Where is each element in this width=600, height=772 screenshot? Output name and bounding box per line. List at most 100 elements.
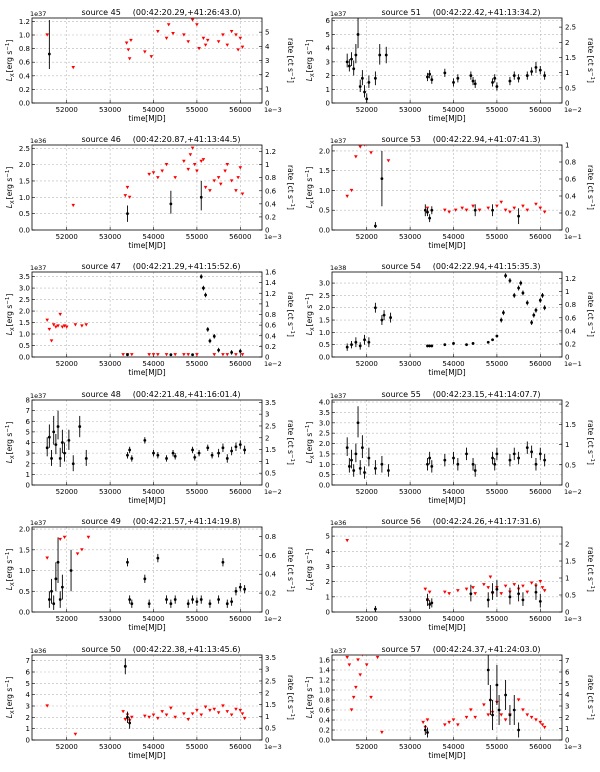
upper-limit-marker (234, 353, 238, 357)
upper-limit-marker (542, 589, 547, 593)
right-label-text: rate [ct s (586, 165, 595, 199)
detection-point (499, 318, 503, 322)
detection-point (471, 462, 475, 466)
right-label-end: ] (586, 717, 595, 720)
detection-point (128, 721, 132, 725)
data-layer (345, 539, 547, 612)
upper-limit-marker (486, 713, 491, 717)
detection-point (47, 598, 51, 601)
y-tick-label: 0.0 (19, 354, 30, 362)
source-name: source 51 (382, 8, 421, 17)
x-tick-label: 52000 (356, 615, 378, 623)
y-label-subscript: X (10, 455, 16, 459)
data-layer (45, 274, 245, 357)
detection-point (358, 85, 362, 88)
plot-frame (331, 271, 563, 358)
right-label-exponent: −1 (589, 199, 595, 207)
right-tick-label: 0.6 (565, 314, 577, 322)
upper-limit-marker (199, 159, 204, 163)
right-tick-label: 4 (565, 691, 570, 699)
detection-point (428, 603, 432, 606)
upper-limit-marker (540, 723, 545, 727)
y-label-subscript: X (10, 200, 16, 204)
upper-limit-marker (49, 339, 54, 343)
y-tick-label: 1.0 (19, 32, 30, 40)
x-tick-label: 54000 (142, 106, 164, 114)
right-tick-label: 2.5 (565, 24, 576, 32)
right-axis-label: rate [ct s−1] (586, 547, 595, 592)
data-layer (345, 655, 547, 738)
upper-limit-marker (156, 353, 160, 357)
y-tick-label: 3 (326, 58, 330, 66)
detection-point (354, 53, 358, 57)
right-exponent: 1e−3 (564, 743, 582, 751)
detection-point (126, 560, 129, 564)
y-tick-label: 0.0 (19, 227, 30, 235)
x-tick-label: 52000 (356, 488, 378, 496)
upper-limit-marker (503, 584, 508, 588)
upper-limit-marker (147, 715, 151, 719)
x-tick-label: 53000 (399, 233, 421, 241)
upper-limit-marker (358, 673, 363, 677)
detection-point (543, 306, 547, 310)
upper-limit-marker (195, 353, 199, 357)
right-tick-label: 2.5 (265, 422, 276, 430)
x-tick-label: 53000 (399, 743, 421, 751)
y-label-unit: [erg s (305, 305, 314, 327)
detection-point (352, 67, 356, 71)
chart-panel: 52000 53000 54000 55000 56000 0.0 0.5 1.0 1.5 2.0… (5, 517, 295, 632)
x-tick-label: 53000 (99, 743, 121, 751)
detection-point (373, 76, 377, 80)
upper-limit-marker (386, 159, 391, 163)
right-tick-label: 0.8 (265, 533, 276, 541)
upper-limit-marker (240, 192, 245, 196)
source-coords: (00:42:20.29,+41:26:43.0) (133, 8, 241, 17)
plot-frame (31, 144, 263, 231)
y-exponent: 1e37 (330, 137, 346, 145)
upper-limit-marker (121, 353, 125, 357)
right-tick-label: 3 (265, 666, 269, 674)
y-label-symbol: L (5, 204, 14, 208)
upper-limit-marker (208, 708, 212, 713)
y-tick-label: 0.6 (319, 707, 331, 715)
right-exponent: 1e−2 (564, 106, 582, 114)
x-axis-label: time[MJD] (128, 496, 165, 505)
upper-limit-marker (160, 710, 164, 714)
upper-limit-marker (169, 706, 173, 710)
upper-limit-marker (525, 208, 530, 212)
x-tick-label: 54000 (442, 615, 464, 623)
detection-point (128, 598, 132, 601)
right-tick-label: 0.5 (265, 725, 276, 733)
plot-frame (331, 399, 563, 486)
y-axis-label: LX[erg s−1] (305, 167, 316, 209)
right-label-text: rate [ct s (586, 675, 595, 709)
detection-point (471, 342, 475, 345)
upper-limit-marker (127, 57, 132, 61)
detection-point (517, 214, 521, 218)
y-axis-label: LX[erg s−1] (305, 549, 316, 591)
right-tick-label: 0.5 (565, 84, 576, 92)
detection-point (517, 76, 521, 80)
y-label-unit: [erg s (5, 305, 14, 327)
y-axis-label: LX[erg s−1] (5, 167, 16, 209)
right-label-text: rate [ct s (586, 38, 595, 72)
detection-point (430, 464, 434, 468)
detection-point (123, 664, 127, 668)
detection-point (126, 353, 129, 357)
y-label-unit: [erg s (305, 433, 314, 455)
y-tick-label: 4.0 (319, 399, 330, 407)
upper-limit-marker (190, 18, 195, 22)
y-tick-label: 0.4 (19, 72, 31, 80)
detection-point (443, 458, 447, 462)
detection-point (156, 556, 160, 560)
right-label-end: ] (286, 462, 295, 465)
y-label-unit-end: ] (5, 422, 14, 425)
detection-point (199, 598, 203, 601)
upper-limit-marker (495, 204, 499, 208)
detection-point (502, 311, 505, 315)
y-exponent: 1e37 (30, 392, 46, 400)
y-label-subscript: X (310, 73, 316, 77)
right-exponent: 1e−3 (264, 743, 282, 751)
y-label-unit-end: ] (5, 294, 14, 297)
upper-limit-marker (356, 658, 360, 662)
